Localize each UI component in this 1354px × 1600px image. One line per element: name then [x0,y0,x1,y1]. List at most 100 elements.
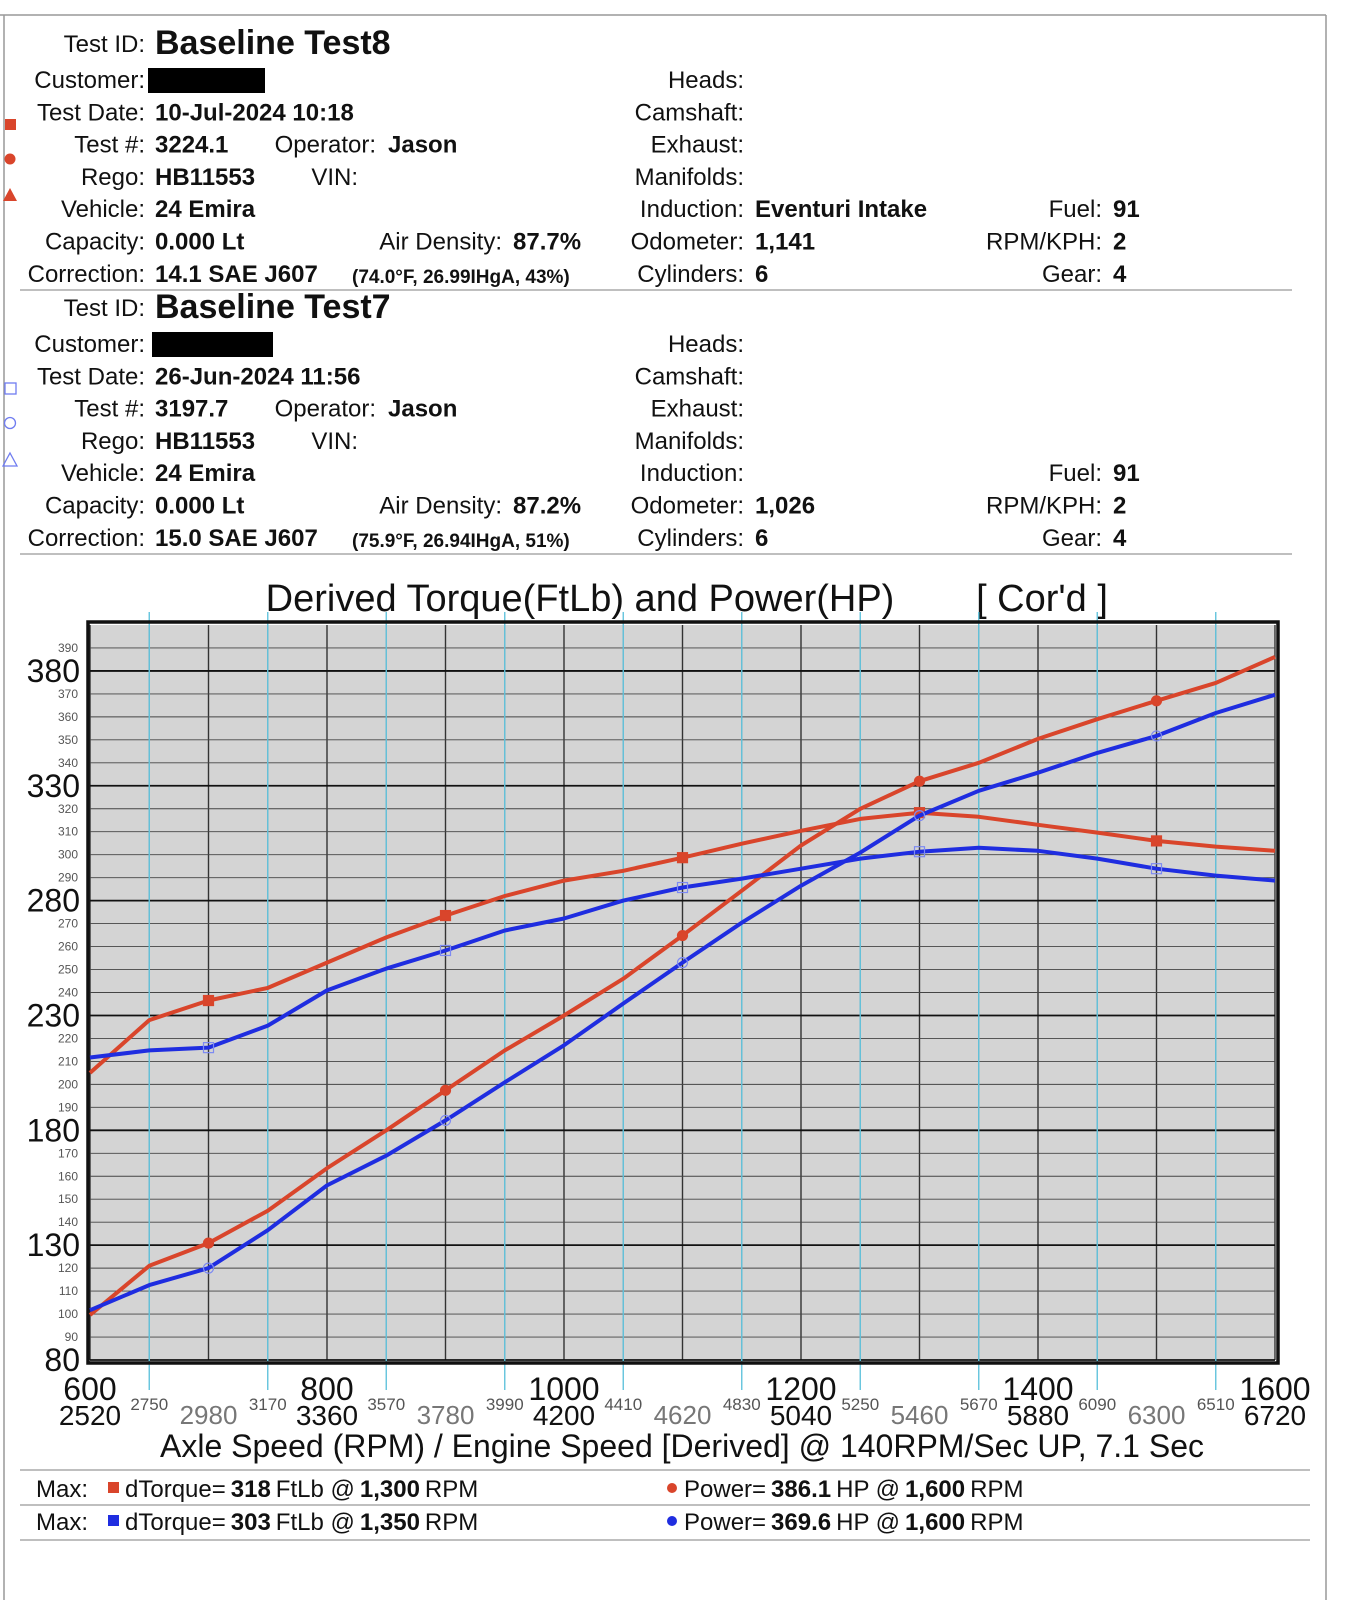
field-label: Gear: [1042,525,1102,552]
x-engine-tick-label: 4410 [604,1395,642,1414]
summary-part: 1,350 [360,1509,420,1536]
redacted [152,332,273,357]
field-value: 3224.1 [155,132,228,159]
y-tick-label-minor: 250 [58,963,78,977]
summary-power: Power= 369.6 HP @1,600 RPM [684,1509,1023,1536]
y-tick-label-minor: 150 [58,1192,78,1206]
x-tick-label: 1600 [1239,1371,1310,1407]
x-engine-tick-label: 5040 [770,1400,832,1431]
field-value: 1,141 [755,229,815,256]
y-tick-label-minor: 320 [58,802,78,816]
field-label: Heads: [668,67,744,94]
point-marker [439,944,452,957]
point-marker [676,929,689,942]
summary-part: FtLb @ [276,1476,355,1503]
field-label: Exhaust: [651,132,744,159]
summary-part: FtLb @ [276,1509,355,1536]
field-value: 91 [1113,196,1140,223]
conditions: (75.9°F, 26.94IHgA, 51%) [352,531,570,552]
summary-label: Max: [36,1476,88,1503]
chart-title: Derived Torque(FtLb) and Power(HP) [266,578,895,620]
y-tick-label-minor: 220 [58,1031,78,1045]
conditions: (74.0°F, 26.99IHgA, 43%) [352,267,570,288]
field-label: Exhaust: [651,396,744,423]
field-label: Test #: [74,396,145,423]
y-tick-label-minor: 210 [58,1054,78,1068]
point-marker [1150,730,1163,742]
summary-torque: dTorque= 318 FtLb @1,300 RPM [125,1476,478,1503]
field-value: 4 [1113,261,1127,288]
y-tick-label-minor: 90 [65,1330,79,1344]
x-engine-tick-label: 2520 [59,1400,121,1431]
point-marker [439,1114,452,1127]
x-tick-label: 1000 [528,1371,599,1407]
field-label: Test ID: [64,295,145,322]
field-value: 15.0 SAE J607 [155,525,318,552]
field-label: Manifolds: [635,164,744,191]
key-square [5,119,16,130]
series-line [89,692,1276,1313]
field-value: 14.1 SAE J607 [155,261,318,288]
field-label: Manifolds: [635,428,744,455]
point-marker [1150,863,1163,875]
field-value: 2 [1113,493,1126,520]
y-tick-label-minor: 300 [58,848,78,862]
field-label: Test ID: [64,31,145,58]
field-value: 10-Jul-2024 10:18 [155,99,354,126]
x-engine-tick-label: 4620 [654,1400,712,1430]
summary-part: 303 [231,1509,271,1536]
field-label: Air Density: [379,229,502,256]
x-engine-tick-label: 5460 [891,1400,949,1430]
x-engine-tick-label: 6720 [1244,1400,1306,1431]
y-tick-label: 180 [27,1112,80,1148]
key-triangle [3,188,17,201]
x-tick-label: 800 [300,1371,353,1407]
summary-part: RPM [425,1476,478,1503]
field-label: Operator: [275,396,376,423]
point-marker [202,1262,215,1274]
summary-part: HP @ [836,1476,900,1503]
summary-key [667,1483,677,1493]
summary-part: 1,300 [360,1476,420,1503]
point-marker [202,994,215,1007]
x-engine-tick-label: 3990 [486,1395,524,1414]
field-label: Test #: [74,132,145,159]
field-label: Rego: [81,428,145,455]
y-tick-label-minor: 160 [58,1169,78,1183]
field-value: 3197.7 [155,396,228,423]
point-marker [913,810,926,822]
y-tick-label-minor: 350 [58,733,78,747]
x-engine-tick-label: 6510 [1197,1395,1235,1414]
y-tick-label: 230 [27,997,80,1033]
summary-torque: dTorque= 303 FtLb @1,350 RPM [125,1509,478,1536]
key-triangle [1,451,19,467]
x-axis-label: Axle Speed (RPM) / Engine Speed [Derived… [160,1428,1204,1464]
y-tick-label: 80 [44,1342,80,1378]
key-square [4,382,17,395]
summary-key [108,1482,119,1493]
field-label: Fuel: [1049,196,1102,223]
point-marker [1150,835,1163,847]
y-tick-label-minor: 310 [58,825,78,839]
field-label: Fuel: [1049,460,1102,487]
x-engine-tick-label: 3570 [367,1395,405,1414]
summary-part: 1,600 [905,1476,965,1503]
key-circle [4,153,16,165]
summary-part: Power= [684,1509,766,1536]
point-marker [676,957,689,969]
y-tick-label-minor: 340 [58,756,78,770]
field-value: 26-Jun-2024 11:56 [155,363,360,390]
y-tick-label-minor: 120 [58,1261,78,1275]
field-value: 6 [755,261,768,288]
x-engine-tick-label: 3360 [296,1400,358,1431]
y-tick-label-minor: 370 [58,687,78,701]
y-tick-label-minor: 190 [58,1100,78,1114]
point-marker [913,846,926,858]
field-label: Vehicle: [61,196,145,223]
x-tick-label: 600 [63,1371,116,1407]
field-value: 0.000 Lt [155,229,244,256]
summary-part: dTorque= [125,1476,226,1503]
y-tick-label: 330 [27,768,80,804]
x-engine-tick-label: 5250 [841,1395,879,1414]
